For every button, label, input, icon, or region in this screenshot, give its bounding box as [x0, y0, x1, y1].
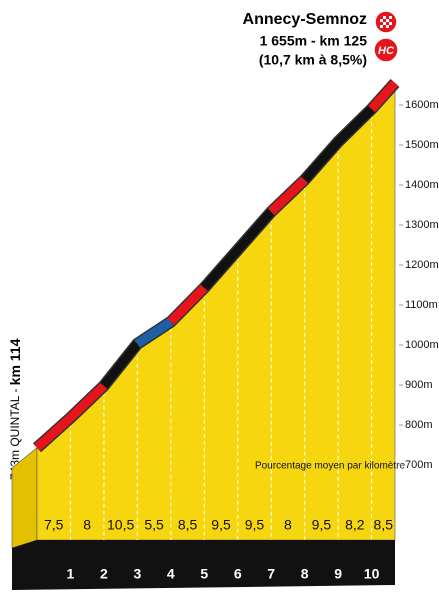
start-km: km 114: [7, 338, 23, 385]
y-tick-label: 800m: [405, 419, 433, 431]
grade-segment: [234, 208, 275, 253]
grade-segment: [200, 246, 242, 291]
grade-segment: [368, 79, 399, 113]
grade-label: 9,5: [211, 517, 231, 533]
y-tick-label: 1000m: [405, 339, 439, 351]
grade-segment: [100, 340, 141, 389]
y-tick-label: 1600m: [405, 99, 439, 111]
y-tick-label: 1400m: [405, 179, 439, 191]
grade-segment: [301, 138, 342, 183]
y-tick-label: 1500m: [405, 139, 439, 151]
grade-label: 8,5: [374, 517, 394, 533]
x-tick-label: 1: [67, 566, 75, 582]
grade-label: 8: [83, 517, 91, 533]
grade-label: 7,5: [44, 517, 64, 533]
grade-segment: [167, 284, 208, 325]
grade-segment: [134, 318, 174, 348]
x-tick-label: 5: [200, 566, 208, 582]
chart-subtitle: 1 655m - km 125: [260, 33, 368, 49]
start-label: 743m QUINTAL - km 114: [7, 338, 23, 480]
y-tick-label: 1300m: [405, 219, 439, 231]
finish-icon: [374, 10, 398, 34]
x-tick-label: 7: [267, 566, 275, 582]
start-place: 743m QUINTAL -: [8, 385, 22, 480]
x-tick-label: 2: [100, 566, 108, 582]
x-tick-label: 9: [334, 566, 342, 582]
grade-label: 8,2: [345, 517, 365, 533]
grade-label: 8: [284, 517, 292, 533]
y-tick-label: 700m: [405, 459, 433, 471]
y-tick-label: 1100m: [405, 299, 438, 311]
x-tick-label: 4: [167, 566, 175, 582]
grade-segment: [67, 382, 108, 422]
grade-segment: [334, 105, 375, 146]
grade-segment: [33, 414, 74, 452]
y-tick-label: 1200m: [405, 259, 439, 271]
grade-label: 10,5: [107, 517, 134, 533]
x-tick-label: 10: [364, 566, 380, 582]
annotation: Pourcentage moyen par kilomètre: [255, 461, 406, 472]
x-tick-label: 3: [133, 566, 141, 582]
y-tick-label: 900m: [405, 379, 433, 391]
km-band: [12, 540, 395, 590]
x-tick-label: 8: [301, 566, 309, 582]
chart-title: Annecy-Semnoz: [243, 11, 367, 28]
x-tick-label: 6: [234, 566, 242, 582]
grade-label: 8,5: [178, 517, 198, 533]
grade-label: 9,5: [312, 517, 332, 533]
chart-subtitle: (10,7 km à 8,5%): [259, 52, 367, 68]
category-badge: [373, 37, 399, 63]
grade-label: 5,5: [144, 517, 164, 533]
grade-segment: [268, 176, 308, 216]
grade-label: 9,5: [245, 517, 265, 533]
category-label: HC: [378, 45, 395, 57]
